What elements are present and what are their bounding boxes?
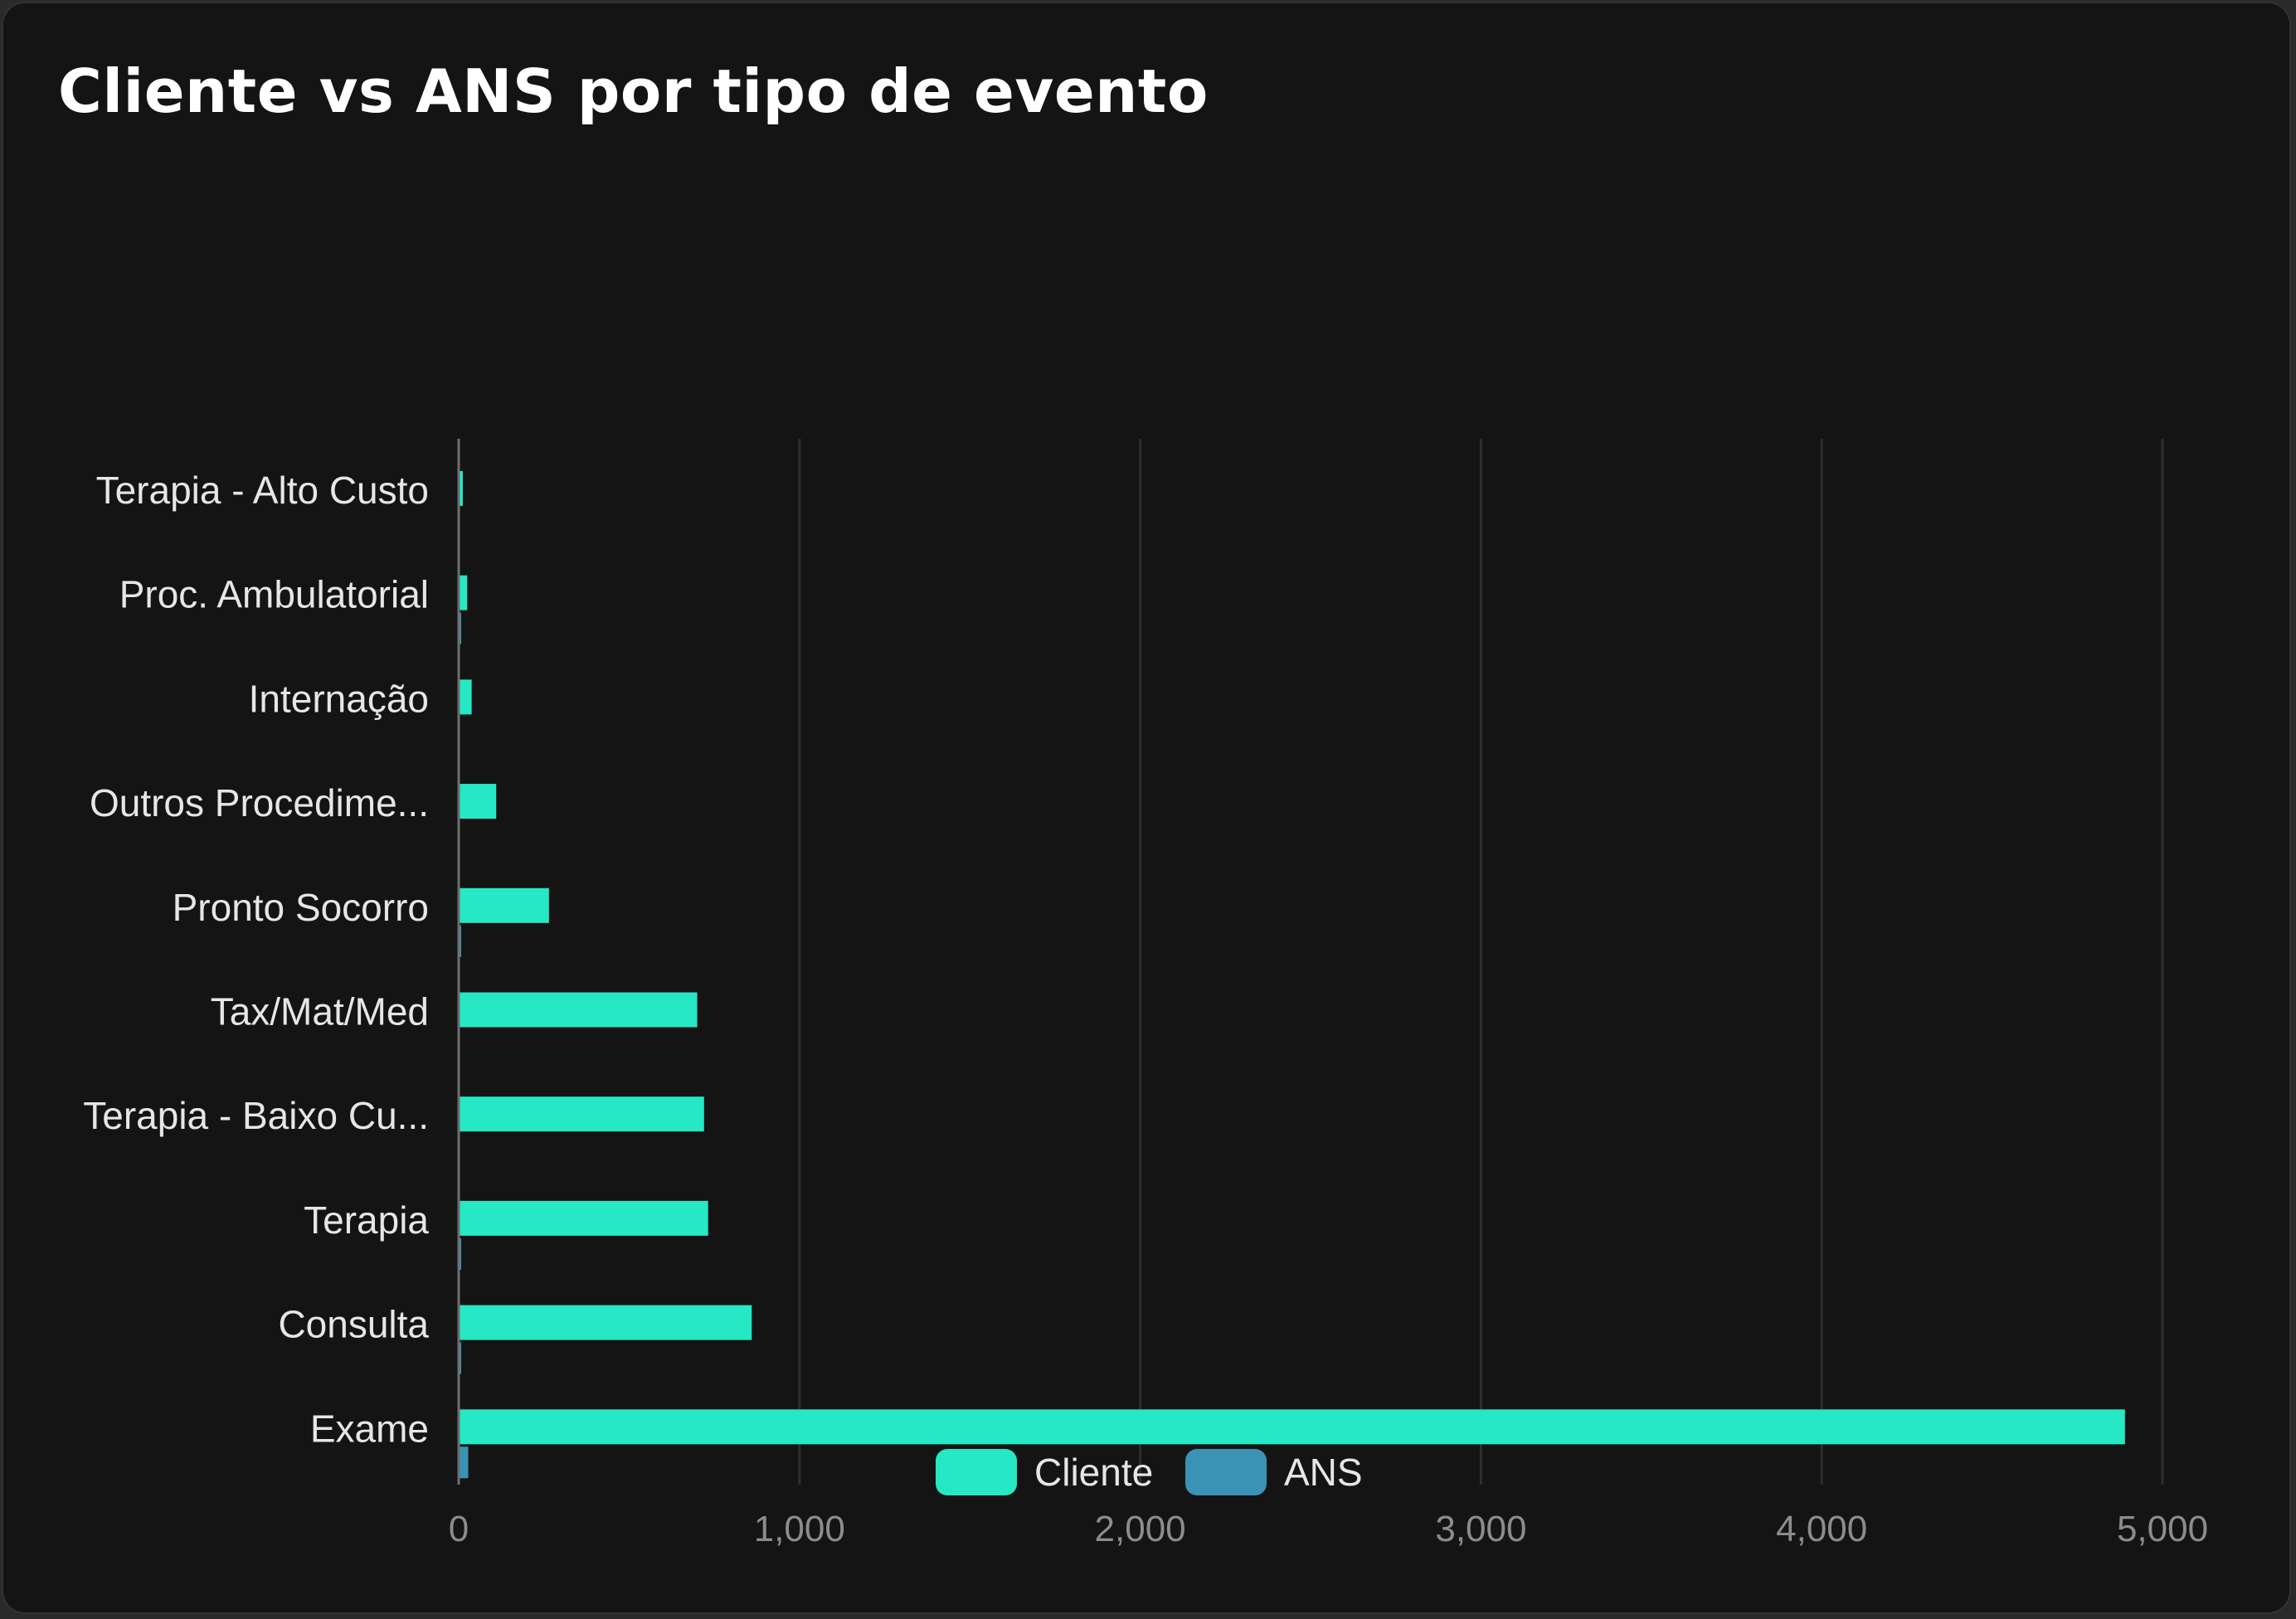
bar-cliente-internacao[interactable] (459, 679, 472, 715)
category-label-exame: Exame (310, 1407, 429, 1450)
x-tick-label-1000: 1,000 (754, 1509, 845, 1549)
category-labels: Terapia - Alto Custo Proc. Ambulatorial In… (83, 469, 429, 1450)
legend-swatch-cliente[interactable] (936, 1449, 1017, 1495)
category-label-proc-ambulatorial: Proc. Ambulatorial (119, 573, 429, 616)
x-tick-label-3000: 3,000 (1435, 1509, 1526, 1549)
legend-label-ans[interactable]: ANS (1284, 1451, 1363, 1494)
bar-cliente-terapia-baixo-cu[interactable] (459, 1096, 704, 1132)
category-label-pronto-socorro: Pronto Socorro (173, 886, 429, 929)
x-axis-ticks: 0 1,000 2,000 3,000 4,000 5,000 (449, 1509, 2208, 1549)
bar-ans-exame[interactable] (459, 1446, 469, 1479)
x-tick-label-5000: 5,000 (2117, 1509, 2208, 1549)
category-label-tax-mat-med: Tax/Mat/Med (211, 990, 429, 1033)
category-label-outros-procedime: Outros Procedime... (90, 781, 429, 824)
x-tick-label-4000: 4,000 (1776, 1509, 1867, 1549)
bar-cliente-pronto-socorro[interactable] (459, 887, 549, 923)
x-tick-label-2000: 2,000 (1095, 1509, 1186, 1549)
bar-cliente-consulta[interactable] (459, 1305, 752, 1340)
bar-cliente-exame[interactable] (459, 1409, 2125, 1445)
bar-cliente-proc-ambulatorial[interactable] (459, 575, 468, 610)
bar-cliente-outros-procedime[interactable] (459, 784, 497, 819)
bar-cliente-terapia[interactable] (459, 1200, 708, 1236)
grid-lines (798, 439, 2164, 1485)
bar-cliente-tax-mat-med[interactable] (459, 992, 698, 1028)
x-tick-label-0: 0 (449, 1509, 469, 1549)
legend-swatch-ans[interactable] (1185, 1449, 1267, 1495)
category-label-internacao: Internação (249, 677, 429, 720)
bar-cliente-terapia-alto-custo[interactable] (459, 471, 463, 506)
category-label-consulta: Consulta (278, 1303, 429, 1346)
category-label-terapia: Terapia (304, 1198, 429, 1242)
chart-title: Cliente vs ANS por tipo de evento (58, 56, 1209, 126)
legend: Cliente ANS (936, 1449, 1363, 1495)
bar-chart: Terapia - Alto Custo Proc. Ambulatorial In… (83, 439, 2208, 1549)
bars (459, 471, 2125, 1479)
category-label-terapia-alto-custo: Terapia - Alto Custo (96, 469, 429, 512)
category-label-terapia-baixo-cu: Terapia - Baixo Cu... (83, 1094, 429, 1137)
legend-label-cliente[interactable]: Cliente (1034, 1451, 1153, 1494)
